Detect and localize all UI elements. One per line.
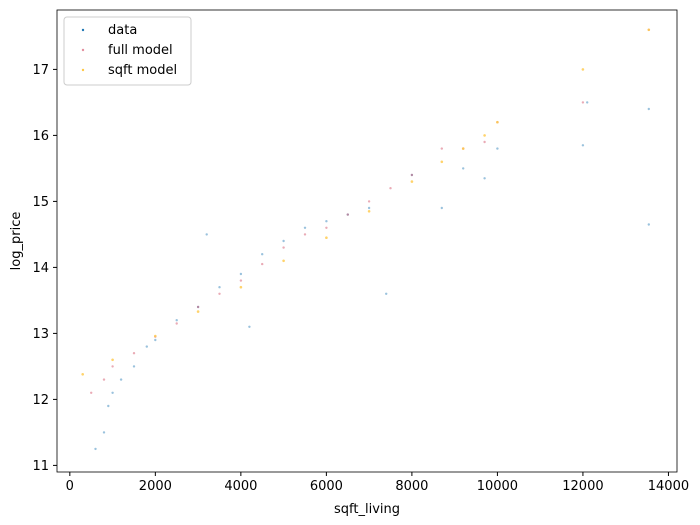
point-full-model: [367, 200, 371, 203]
point-sqft-model: [496, 120, 499, 124]
x-tick-label: 4000: [224, 479, 257, 494]
point-sqft-model: [81, 373, 84, 376]
point-full-model: [440, 147, 443, 150]
point-sqft-model: [325, 236, 328, 239]
x-axis-label: sqft_living: [334, 502, 400, 517]
point-sqft-model: [154, 334, 157, 338]
point-data: [462, 167, 465, 170]
point-sqft-model: [483, 134, 486, 137]
point-full-model: [196, 305, 200, 309]
x-axis-ticks: 0 2000 4000 6000 8000 10000 12000 14000: [66, 472, 689, 494]
point-data: [367, 206, 371, 210]
point-data: [346, 213, 349, 216]
point-sqft-model: [581, 68, 585, 71]
point-full-model: [346, 213, 349, 216]
point-full-model: [303, 233, 307, 236]
point-data: [132, 365, 136, 368]
point-data: [282, 239, 285, 243]
legend-marker-sqft-model: [81, 68, 85, 72]
point-data: [261, 253, 264, 256]
point-sqft-model: [367, 210, 371, 213]
point-full-model: [239, 279, 243, 282]
plot-frame: [56, 9, 678, 473]
legend-box: [63, 16, 192, 86]
point-full-model: [261, 262, 264, 266]
point-data: [325, 220, 328, 223]
point-data: [196, 305, 200, 309]
series-sqft-model: [81, 28, 651, 376]
point-sqft-model: [196, 310, 200, 313]
point-full-model: [410, 173, 414, 177]
point-data: [496, 147, 499, 150]
point-sqft-model: [440, 160, 444, 164]
point-data: [385, 292, 388, 295]
point-sqft-model: [111, 358, 114, 362]
y-tick-label: 11: [32, 459, 49, 474]
y-tick-label: 13: [32, 327, 49, 342]
x-tick-label: 6000: [310, 479, 343, 494]
point-data: [205, 233, 208, 236]
y-tick-label: 14: [32, 261, 49, 276]
legend-label-sqft-model: sqft model: [108, 63, 177, 78]
point-data: [107, 404, 110, 408]
point-data: [303, 226, 307, 229]
point-full-model: [90, 391, 93, 394]
point-data: [647, 107, 650, 111]
x-tick-label: 10000: [477, 479, 518, 494]
point-sqft-model: [647, 28, 651, 32]
legend-marker-full-model: [81, 48, 85, 52]
point-data: [154, 338, 157, 342]
point-data: [586, 101, 589, 104]
x-tick-label: 2000: [139, 479, 172, 494]
point-full-model: [102, 378, 106, 381]
y-axis-ticks: 11 12 13 14 15 16 17: [32, 63, 57, 474]
point-data: [111, 391, 114, 394]
points-layer: [81, 28, 651, 451]
point-data: [239, 272, 243, 276]
point-data: [94, 447, 97, 451]
point-full-model: [132, 352, 136, 355]
point-sqft-model: [239, 285, 243, 289]
point-data: [647, 223, 650, 226]
point-full-model: [218, 292, 221, 295]
point-data: [119, 378, 123, 381]
legend: data full model sqft model: [63, 16, 192, 86]
legend-marker-data: [81, 28, 85, 32]
plot-background: [57, 10, 677, 472]
series-data: [94, 101, 650, 451]
x-tick-label: 0: [66, 479, 74, 494]
point-full-model: [111, 365, 114, 368]
point-data: [410, 173, 414, 177]
point-sqft-model: [461, 147, 465, 150]
point-full-model: [282, 246, 285, 249]
point-sqft-model: [410, 180, 414, 183]
point-data: [175, 319, 178, 322]
point-data: [248, 325, 251, 328]
point-full-model: [389, 187, 392, 190]
y-tick-label: 17: [32, 63, 49, 78]
x-tick-label: 14000: [648, 479, 689, 494]
point-full-model: [483, 140, 486, 144]
y-tick-label: 12: [32, 393, 49, 408]
point-data: [102, 431, 106, 434]
point-data: [581, 144, 585, 147]
legend-label-data: data: [108, 23, 137, 38]
point-data: [483, 177, 486, 180]
y-tick-label: 15: [32, 195, 49, 210]
point-full-model: [325, 226, 328, 229]
x-tick-label: 8000: [395, 479, 428, 494]
y-axis-label: log_price: [9, 212, 24, 271]
point-data: [218, 286, 221, 289]
point-data: [145, 345, 148, 348]
point-data: [440, 206, 443, 210]
x-tick-label: 12000: [562, 479, 603, 494]
legend-label-full-model: full model: [108, 43, 173, 58]
y-tick-label: 16: [32, 129, 49, 144]
point-full-model: [581, 101, 585, 104]
point-sqft-model: [282, 259, 285, 263]
point-full-model: [175, 322, 178, 325]
